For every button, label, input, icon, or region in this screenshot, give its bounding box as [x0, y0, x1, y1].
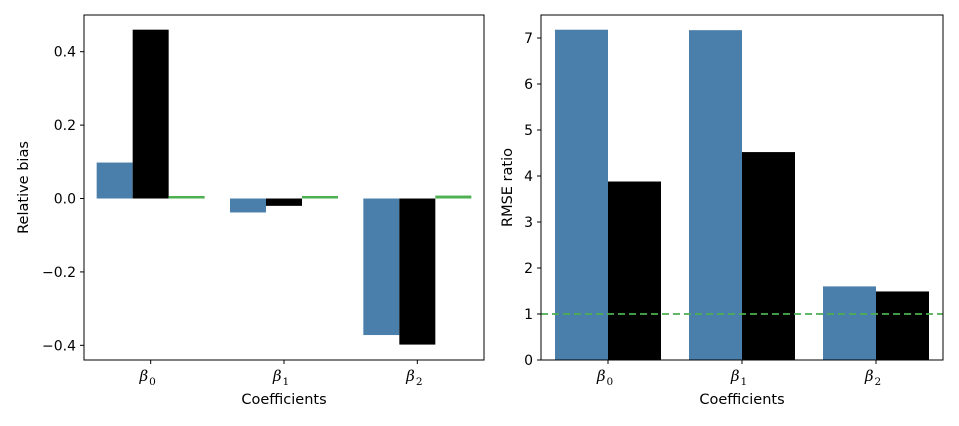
x-tick-label: β2	[864, 367, 881, 388]
x-axis-label: Coefficients	[241, 392, 326, 408]
x-tick-label: β1	[272, 367, 289, 388]
bar-series-1-cat-2	[363, 198, 400, 336]
bar-series-3-cat-1	[302, 196, 338, 199]
x-tick-label: β1	[730, 367, 747, 388]
y-tick-label: 0	[524, 353, 533, 369]
bar-series-2-cat-1	[742, 152, 795, 360]
bar-series-1-cat-0	[96, 162, 133, 199]
y-tick-label: 7	[524, 31, 533, 47]
y-tick-label: −0.4	[42, 338, 76, 354]
bar-series-2-cat-0	[608, 181, 661, 360]
y-tick-label: 0.0	[54, 192, 76, 208]
y-tick-label: 2	[524, 261, 533, 277]
bar-series-2-cat-1	[266, 198, 302, 206]
bar-series-2-cat-2	[876, 291, 929, 360]
y-tick-label: 1	[524, 307, 533, 323]
y-tick-label: −0.2	[42, 265, 76, 281]
bar-series-3-cat-2	[435, 195, 472, 199]
y-tick-label: 4	[524, 169, 533, 185]
x-axis-label: Coefficients	[699, 392, 784, 408]
bar-series-1-cat-1	[689, 30, 742, 361]
bar-series-2-cat-0	[132, 29, 169, 199]
y-tick-label: 0.4	[54, 45, 76, 61]
bar-series-1-cat-2	[823, 286, 876, 360]
y-axis-label: RMSE ratio	[500, 148, 516, 227]
y-axis-label: Relative bias	[16, 141, 32, 234]
x-tick-label: β2	[405, 367, 422, 388]
y-tick-label: 6	[524, 77, 533, 93]
bar-series-3-cat-0	[168, 196, 205, 199]
y-tick-label: 3	[524, 215, 533, 231]
right-panel-rmse-ratio: 0 1 2 3 4 5 6 7 β0 β1 β2 Coefficients RMSE ratio	[500, 14, 944, 408]
y-tick-label: 0.2	[54, 118, 76, 134]
bar-series-1-cat-1	[230, 198, 266, 213]
bar-series-1-cat-0	[555, 29, 608, 360]
x-tick-label: β0	[138, 367, 155, 388]
x-tick-label: β0	[596, 367, 613, 388]
bar-series-2-cat-2	[399, 198, 436, 345]
y-tick-label: 5	[524, 123, 533, 139]
left-panel-relative-bias: −0.4 −0.2 0.0 0.2 0.4 β0 β1 β2 Coefficients Relat…	[16, 14, 485, 408]
